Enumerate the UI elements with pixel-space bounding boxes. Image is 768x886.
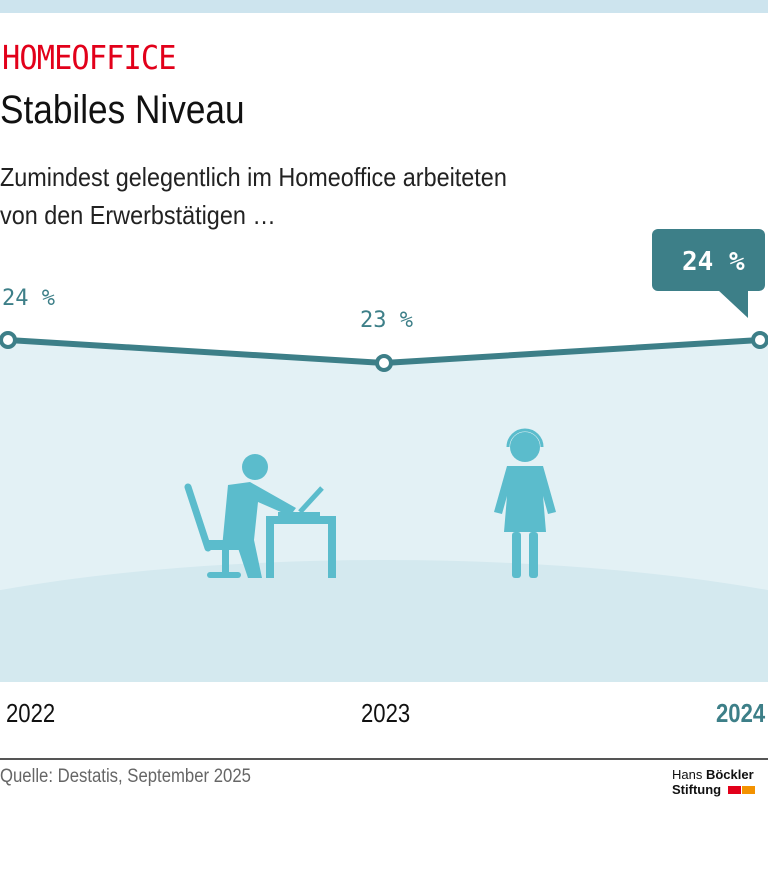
- subtitle: Zumindest gelegentlich im Homeoffice arb…: [0, 158, 507, 234]
- logo: Hans Böckler Stiftung: [672, 767, 755, 797]
- data-label-highlight: 24 %: [682, 247, 745, 277]
- data-label: 24 %: [2, 286, 55, 311]
- logo-text: Hans: [672, 767, 706, 782]
- x-tick-label-highlight: 2024: [716, 698, 766, 728]
- callout-2024: [652, 229, 765, 318]
- data-label: 23 %: [360, 308, 413, 333]
- subtitle-line: von den Erwerbstätigen …: [0, 200, 276, 230]
- person-at-desk-icon: [184, 454, 336, 578]
- logo-mark: [727, 786, 741, 794]
- logo-text: Böckler: [705, 767, 754, 782]
- person-with-headset-icon: [494, 428, 556, 578]
- data-point: [751, 331, 768, 349]
- page-title: Stabiles Niveau: [0, 88, 245, 132]
- x-tick-label: 2023: [361, 698, 411, 728]
- data-point: [375, 354, 393, 372]
- x-tick-label: 2022: [6, 698, 56, 728]
- logo-text: Stiftung: [672, 782, 722, 797]
- data-point: [0, 331, 17, 349]
- kicker: HOMEOFFICE: [2, 38, 177, 77]
- divider: [0, 758, 768, 760]
- subtitle-line: Zumindest gelegentlich im Homeoffice arb…: [0, 162, 507, 192]
- top-bar: [0, 0, 768, 13]
- logo-mark: [741, 786, 755, 794]
- source-note: Quelle: Destatis, September 2025: [0, 766, 251, 787]
